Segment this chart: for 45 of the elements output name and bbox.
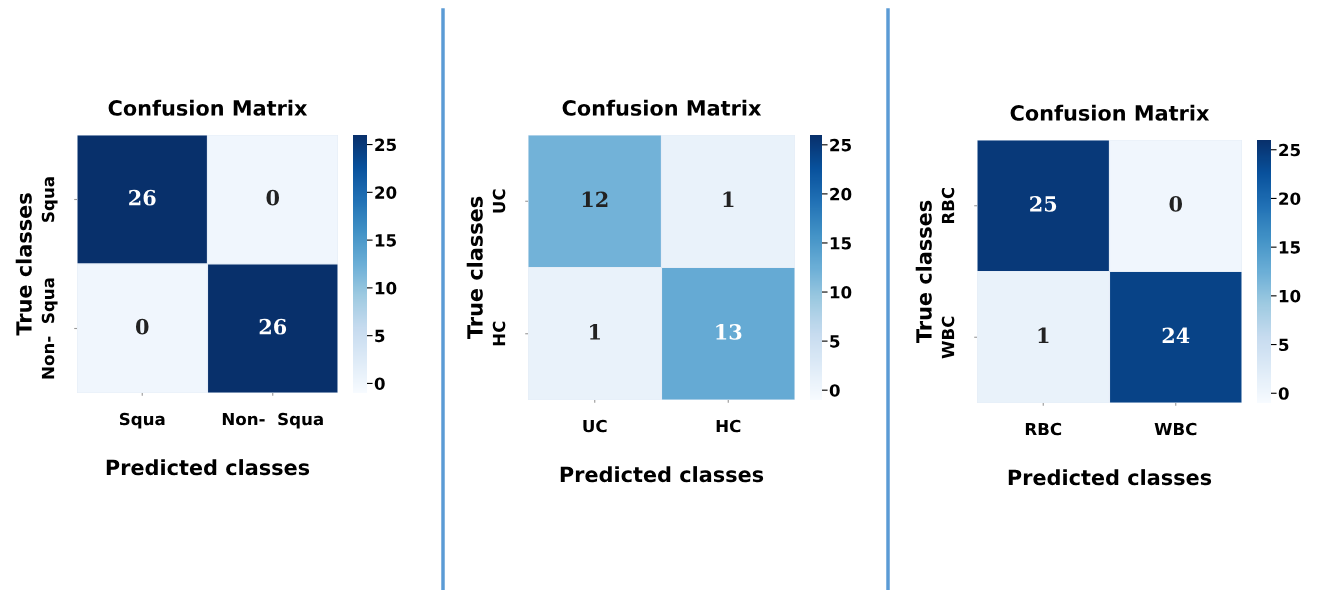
- color-bar-label: 25: [1279, 143, 1300, 157]
- color-bar-label: 10: [375, 281, 397, 295]
- x-axis-title: Predicted classes: [1008, 469, 1212, 486]
- x-tick-label: HC: [716, 419, 741, 433]
- color-bar-label: 10: [1279, 289, 1301, 303]
- x-tick-label: Squa: [119, 412, 165, 429]
- color-bar-label: 5: [1279, 338, 1289, 352]
- y-axis-title: True classes: [466, 196, 483, 340]
- data-label: 24: [1162, 327, 1190, 343]
- color-bar-label: 0: [374, 377, 385, 391]
- color-bar-label: 20: [830, 187, 852, 201]
- data-label: 13: [716, 324, 742, 340]
- color-bar-label: 15: [375, 234, 396, 247]
- data-label: 1: [723, 191, 734, 207]
- x-axis-title: Predicted classes: [560, 466, 764, 483]
- data-label: 25: [1030, 196, 1057, 212]
- color-bar-label: 15: [1279, 241, 1300, 254]
- color-bar-label: 10: [830, 286, 852, 299]
- data-label: 1: [590, 324, 600, 340]
- color-bar-label: 5: [830, 335, 840, 348]
- x-tick-label: WBC: [1154, 422, 1197, 436]
- data-label: 0: [1169, 196, 1183, 212]
- color-bar-label: 20: [1279, 192, 1301, 206]
- data-label: 0: [266, 189, 280, 206]
- chart-title: Confusion Matrix: [1010, 104, 1210, 121]
- color-bar-label: 25: [375, 138, 396, 152]
- color-bar-label: 0: [1278, 387, 1289, 400]
- data-label: 26: [129, 189, 156, 206]
- color-bar-label: 20: [375, 186, 397, 199]
- data-label: 26: [259, 318, 287, 335]
- data-label: 12: [582, 191, 608, 207]
- x-tick-label: Non- Squa: [222, 412, 323, 429]
- x-tick-label: RBC: [1025, 422, 1062, 436]
- color-bar-label: 25: [830, 138, 851, 152]
- chart-title: Confusion Matrix: [108, 99, 308, 116]
- data-label: 0: [135, 318, 149, 335]
- chart-title: Confusion Matrix: [562, 99, 762, 116]
- color-bar-label: 0: [829, 384, 840, 397]
- x-axis-title: Predicted classes: [106, 459, 310, 476]
- y-axis-title: True classes: [15, 193, 32, 336]
- y-axis-title: True classes: [915, 200, 932, 344]
- color-bar-label: 5: [375, 329, 385, 343]
- data-label: 1: [1038, 327, 1049, 343]
- color-bar-label: 15: [830, 237, 851, 250]
- x-tick-label: UC: [583, 419, 607, 433]
